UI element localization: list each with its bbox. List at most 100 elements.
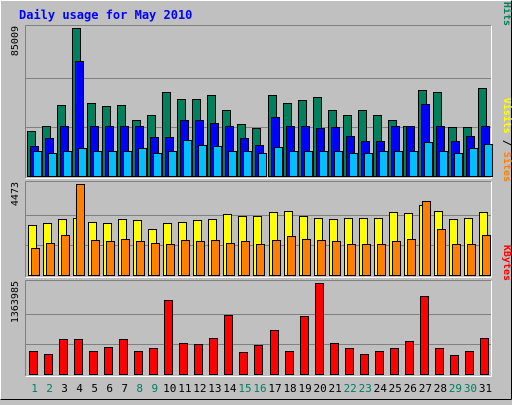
bar-kbytes-day-22 [345, 348, 354, 375]
x-tick-label-25: 25 [389, 382, 402, 395]
bar-pages-day-3 [63, 151, 72, 177]
bar-pages-day-16 [258, 153, 267, 177]
bar-pages-day-30 [469, 148, 478, 177]
bar-kbytes-day-1 [29, 351, 38, 375]
bar-sites-day-2 [46, 243, 55, 276]
panel-kbytes-ymax-label: 1363985 [10, 281, 21, 323]
bar-sites-day-27 [422, 201, 431, 276]
bar-kbytes-day-19 [300, 316, 309, 375]
panel-visits-ymax-label: 4473 [10, 182, 21, 206]
x-tick-label-31: 31 [479, 382, 492, 395]
bar-kbytes-day-31 [480, 338, 489, 375]
bar-pages-day-31 [484, 144, 493, 177]
bar-kbytes-day-8 [134, 351, 143, 375]
bar-pages-day-28 [439, 151, 448, 177]
bar-pages-day-4 [78, 148, 87, 177]
bar-pages-day-10 [168, 151, 177, 177]
bar-kbytes-day-11 [179, 343, 188, 375]
panel-hits: 85009 Pages / Files / Hits [10, 0, 512, 179]
x-tick-label-11: 11 [178, 382, 191, 395]
bar-kbytes-day-27 [420, 296, 429, 375]
bar-sites-day-17 [272, 240, 281, 276]
bar-pages-day-21 [334, 151, 343, 177]
x-tick-label-19: 19 [298, 382, 311, 395]
bar-sites-day-31 [482, 235, 491, 276]
bar-pages-day-6 [108, 151, 117, 177]
bar-sites-day-19 [302, 239, 311, 276]
bar-kbytes-day-12 [194, 344, 203, 375]
bar-kbytes-day-26 [405, 341, 414, 375]
bar-sites-day-1 [31, 248, 40, 276]
bar-pages-day-17 [274, 147, 283, 177]
x-tick-label-15: 15 [238, 382, 251, 395]
x-tick-label-5: 5 [91, 382, 98, 395]
bar-sites-day-15 [241, 241, 250, 276]
bar-kbytes-day-16 [254, 345, 263, 375]
bar-pages-day-2 [48, 153, 57, 177]
bar-sites-day-18 [287, 236, 296, 276]
bar-sites-day-7 [121, 239, 130, 276]
legend-sites: Sites [501, 152, 512, 182]
panel-visits-legend: Visits / Sites [501, 98, 512, 182]
bar-sites-day-20 [317, 240, 326, 276]
bar-sites-day-5 [91, 240, 100, 276]
bar-sites-day-23 [362, 244, 371, 276]
bar-pages-day-8 [138, 148, 147, 177]
bar-sites-day-14 [226, 243, 235, 276]
bar-sites-day-26 [407, 239, 416, 276]
x-tick-label-6: 6 [106, 382, 113, 395]
x-tick-label-23: 23 [359, 382, 372, 395]
x-tick-label-13: 13 [208, 382, 221, 395]
x-tick-label-26: 26 [404, 382, 417, 395]
bar-pages-day-15 [243, 151, 252, 177]
bar-sites-day-22 [347, 244, 356, 276]
bar-pages-day-23 [364, 153, 373, 177]
bar-pages-day-12 [198, 145, 207, 177]
bar-sites-day-28 [437, 229, 446, 276]
series-kbytes [29, 283, 489, 375]
bar-sites-day-24 [377, 244, 386, 276]
bar-kbytes-day-15 [239, 352, 248, 375]
bar-sites-day-16 [256, 244, 265, 276]
x-tick-label-24: 24 [374, 382, 388, 395]
series-pages [33, 140, 493, 177]
bar-sites-day-21 [332, 241, 341, 276]
bar-pages-day-22 [349, 153, 358, 177]
bar-sites-day-10 [166, 244, 175, 276]
x-tick-label-21: 21 [329, 382, 342, 395]
bar-sites-day-12 [196, 241, 205, 276]
bar-kbytes-day-13 [209, 338, 218, 375]
bar-sites-day-25 [392, 241, 401, 276]
x-tick-label-14: 14 [223, 382, 237, 395]
x-tick-label-9: 9 [151, 382, 158, 395]
bar-kbytes-day-20 [315, 283, 324, 375]
chart-title: Daily usage for May 2010 [19, 8, 192, 22]
x-tick-label-18: 18 [283, 382, 296, 395]
bar-kbytes-day-2 [44, 354, 53, 375]
bar-pages-day-20 [319, 151, 328, 177]
bar-kbytes-day-4 [74, 339, 83, 375]
bar-pages-day-1 [33, 151, 42, 177]
bar-kbytes-day-28 [435, 348, 444, 375]
bar-sites-day-30 [467, 244, 476, 276]
panel-kbytes: 1363985 KBytes [10, 245, 512, 377]
bar-sites-day-3 [61, 235, 70, 276]
bar-pages-day-13 [213, 146, 222, 177]
bar-pages-day-11 [183, 140, 192, 177]
x-tick-label-27: 27 [419, 382, 432, 395]
x-tick-label-4: 4 [76, 382, 83, 395]
bar-kbytes-day-18 [285, 351, 294, 375]
legend-visits: Visits [501, 98, 512, 134]
series-sites [31, 184, 491, 276]
panel-hits-ymax-label: 85009 [10, 26, 21, 56]
panel-visits: 4473 Visits / Sites [10, 98, 512, 278]
bar-sites-day-11 [181, 240, 190, 276]
bar-pages-day-5 [93, 151, 102, 177]
x-tick-label-1: 1 [31, 382, 38, 395]
x-tick-label-8: 8 [136, 382, 143, 395]
bar-sites-day-13 [211, 240, 220, 276]
x-tick-label-20: 20 [314, 382, 327, 395]
x-tick-label-30: 30 [464, 382, 477, 395]
